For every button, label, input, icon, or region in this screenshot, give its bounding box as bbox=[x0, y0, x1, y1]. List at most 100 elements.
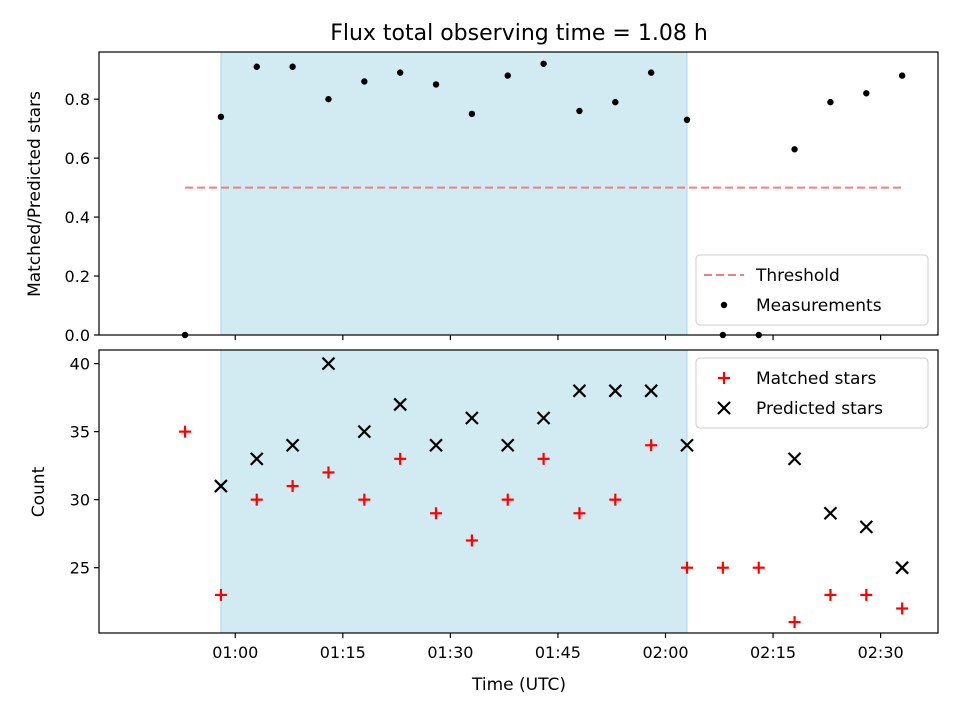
counts-series0-point-11 bbox=[573, 507, 586, 520]
ratio-legend-swatch-1 bbox=[720, 301, 728, 309]
counts-series1-point-12 bbox=[608, 384, 623, 398]
ratio-legend-label-1: Measurements bbox=[756, 296, 882, 316]
counts-series1-point-11 bbox=[572, 384, 587, 398]
counts-ytick-label-3: 40 bbox=[70, 355, 90, 374]
counts-series0-point-15 bbox=[716, 561, 729, 574]
counts-series1-point-9-b bbox=[500, 438, 515, 453]
counts-series1-point-19-b bbox=[859, 520, 874, 534]
ratio-legend: Threshold Measurements bbox=[695, 254, 929, 326]
ratio-series0-point-6 bbox=[396, 69, 404, 76]
counts-series1-point-18-b bbox=[823, 506, 838, 521]
counts-legend-swatch-1 bbox=[717, 401, 731, 415]
counts-series0-point-0 bbox=[179, 425, 192, 438]
counts-series1-point-4-b bbox=[321, 356, 336, 371]
counts-series1-point-18 bbox=[823, 506, 838, 521]
counts-series1-point-17 bbox=[787, 452, 802, 466]
counts-series1-point-14 bbox=[680, 438, 694, 453]
ratio-series0-point-1 bbox=[217, 113, 225, 121]
ratio-ytick-label-1: 0.2 bbox=[65, 267, 90, 286]
ratio-ytick-label-3: 0.6 bbox=[65, 149, 90, 168]
xtick-label-0: 01:00 bbox=[212, 643, 258, 662]
counts-series0-point-5 bbox=[358, 493, 371, 506]
counts-series1-point-1 bbox=[214, 479, 228, 493]
counts-series1-point-5-b bbox=[357, 424, 372, 439]
y-axis-label-ratio: Matched/Predicted stars bbox=[25, 91, 45, 297]
counts-series0-point-9 bbox=[501, 493, 514, 506]
counts-series1-point-10-b bbox=[536, 411, 551, 425]
counts-series0-point-2 bbox=[250, 493, 263, 506]
counts-series1-point-1-b bbox=[214, 479, 228, 493]
counts-series0-point-8 bbox=[465, 534, 478, 547]
counts-legend-swatch-1-b bbox=[717, 401, 731, 415]
counts-axes-frame bbox=[98, 349, 939, 634]
counts-series1-point-5 bbox=[357, 424, 372, 439]
ratio-series0-point-11 bbox=[576, 107, 583, 115]
ratio-panel: 0.0 0.2 0.4 0.6 0.8 Threshold Measurements bbox=[65, 51, 939, 345]
xtick-label-1: 01:15 bbox=[320, 643, 366, 662]
ratio-series0-point-7 bbox=[432, 81, 440, 88]
counts-series1-point-2-b bbox=[249, 452, 264, 466]
counts-series0-point-4 bbox=[322, 466, 335, 479]
xtick-label-4: 02:00 bbox=[642, 643, 688, 662]
ratio-series0-point-3 bbox=[289, 63, 296, 70]
counts-legend: Matched stars Predicted stars bbox=[695, 357, 929, 429]
ratio-series0-point-2 bbox=[253, 63, 260, 70]
counts-series1-point-3-b bbox=[285, 438, 300, 453]
counts-series1-point-11-b bbox=[572, 384, 587, 398]
xtick-label-2: 01:30 bbox=[427, 643, 473, 662]
counts-legend-label-0: Matched stars bbox=[756, 369, 876, 389]
counts-ytick-label-1: 30 bbox=[70, 491, 90, 510]
ratio-series0-point-20 bbox=[898, 72, 906, 79]
counts-series0-point-17 bbox=[788, 616, 801, 629]
counts-series1-point-2 bbox=[249, 452, 264, 466]
ratio-axes-frame bbox=[98, 51, 939, 336]
observing-window-counts bbox=[220, 349, 688, 634]
counts-series1-point-9 bbox=[500, 438, 515, 453]
ratio-series0-point-14 bbox=[683, 116, 691, 124]
counts-series1-point-10 bbox=[536, 411, 551, 425]
ratio-series0-point-4 bbox=[325, 95, 332, 103]
counts-series0-point-20 bbox=[896, 602, 909, 615]
counts-series0-point-3 bbox=[286, 480, 299, 493]
counts-series1-point-17-b bbox=[787, 452, 802, 466]
ratio-series0-point-9 bbox=[504, 72, 511, 79]
counts-series0-point-1 bbox=[214, 588, 227, 601]
chart-title: Flux total observing time = 1.08 h bbox=[330, 21, 708, 46]
ratio-series0-point-19 bbox=[863, 90, 870, 97]
counts-series1-point-7 bbox=[429, 438, 443, 453]
ratio-series0-point-8 bbox=[468, 110, 476, 118]
counts-series1-point-8-b bbox=[465, 411, 479, 425]
ratio-series0-point-12 bbox=[612, 98, 619, 106]
counts-series1-point-6 bbox=[393, 397, 407, 412]
ratio-series0-point-13 bbox=[647, 69, 655, 76]
counts-ytick-label-2: 35 bbox=[70, 423, 90, 442]
ratio-series0-point-10 bbox=[540, 60, 547, 67]
ratio-series0-point-18 bbox=[827, 98, 834, 106]
counts-series0-point-6 bbox=[394, 452, 407, 465]
counts-series1-point-13-b bbox=[644, 384, 658, 398]
counts-series0-point-13 bbox=[645, 439, 658, 452]
counts-series1-point-20-b bbox=[895, 560, 909, 575]
counts-series0-point-12 bbox=[609, 493, 622, 506]
ratio-ytick-label-0: 0.0 bbox=[65, 326, 90, 345]
counts-series1-point-19 bbox=[859, 520, 874, 534]
counts-series0-point-7 bbox=[430, 507, 443, 520]
ratio-legend-box bbox=[695, 254, 929, 326]
ratio-ytick-label-2: 0.4 bbox=[65, 208, 90, 227]
counts-series0-point-10 bbox=[537, 452, 550, 465]
ratio-series0-point-5 bbox=[361, 78, 368, 85]
counts-series1-point-8 bbox=[465, 411, 479, 425]
counts-series0-point-18 bbox=[824, 588, 837, 601]
counts-legend-label-1: Predicted stars bbox=[756, 399, 883, 419]
counts-ytick-label-0: 25 bbox=[70, 559, 90, 578]
xtick-label-5: 02:15 bbox=[750, 643, 796, 662]
ratio-ytick-label-4: 0.8 bbox=[65, 90, 90, 109]
y-axis-label-counts: Count bbox=[29, 466, 49, 517]
ratio-series0-point-17 bbox=[791, 146, 798, 153]
x-axis-label: Time (UTC) bbox=[471, 675, 566, 695]
xtick-label-6: 02:30 bbox=[858, 643, 904, 662]
counts-series1-point-12-b bbox=[608, 384, 623, 398]
counts-series1-point-14-b bbox=[680, 438, 694, 453]
counts-series1-point-7-b bbox=[429, 438, 443, 453]
